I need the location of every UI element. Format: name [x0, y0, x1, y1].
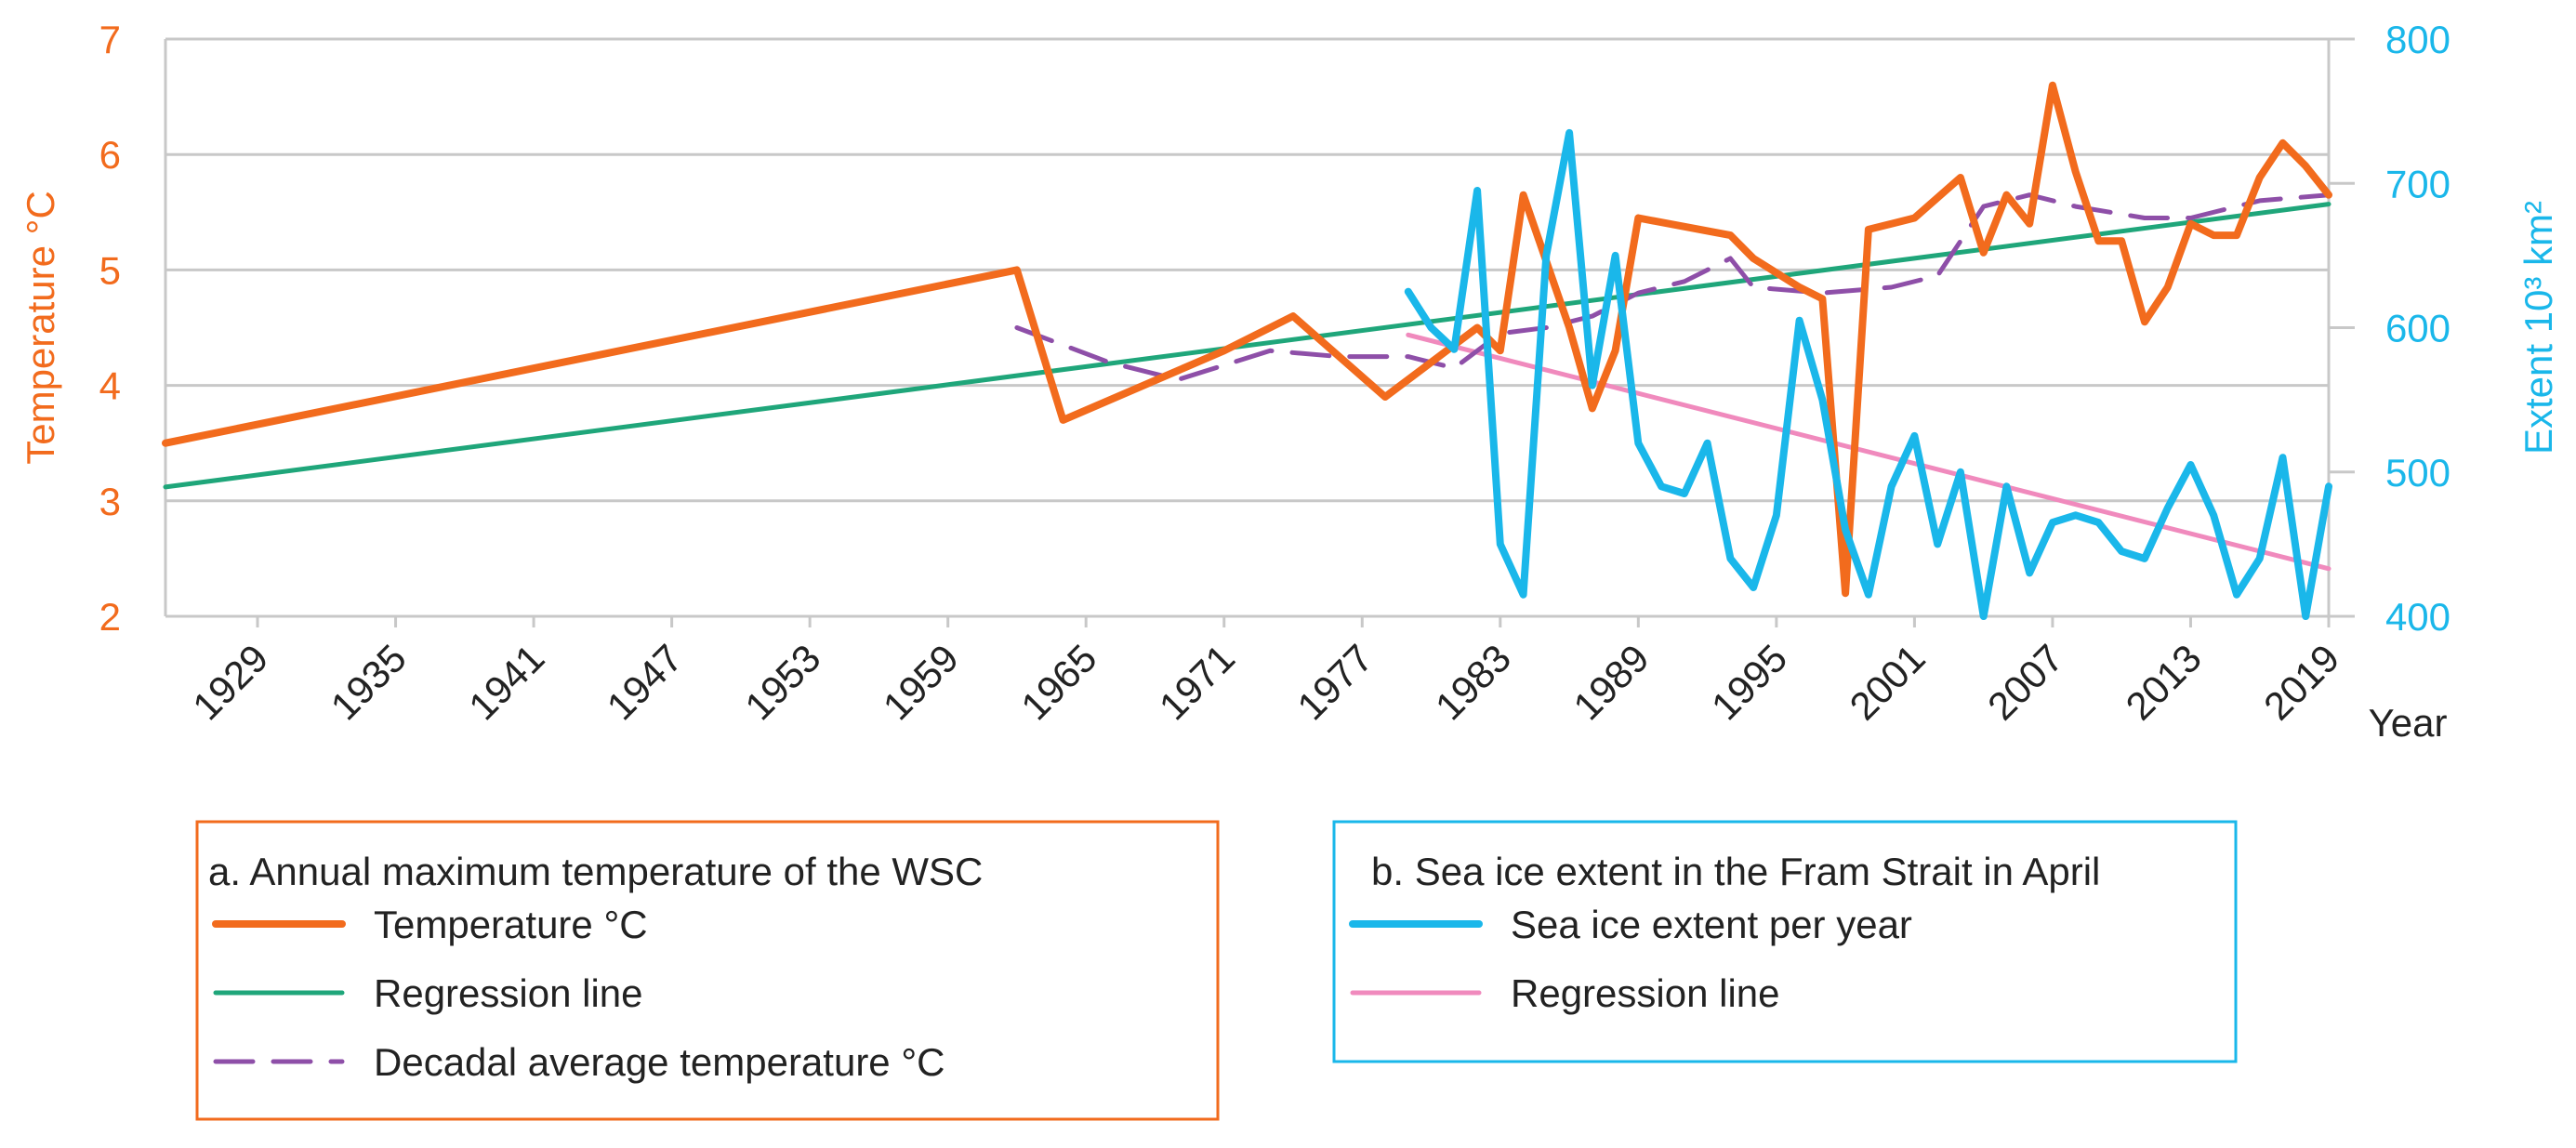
grid [165, 37, 2355, 618]
legend-label: Decadal average temperature °C [374, 1040, 945, 1084]
x-tick-label: 1977 [1288, 636, 1380, 728]
x-tick-label: 1941 [460, 636, 552, 728]
legend-label: Regression line [1511, 971, 1780, 1015]
axes: 2 3 4 5 6 7 400 500 600 700 800 Temperature °C Exten… [19, 18, 2560, 745]
y-tick-label-left: 4 [99, 364, 121, 408]
legend-title: b. Sea ice extent in the Fram Strait in … [1371, 850, 2100, 893]
legend-box [1332, 820, 2238, 1063]
x-tick-label: 1989 [1565, 636, 1657, 728]
y-tick-label-left: 5 [99, 248, 121, 292]
y-axis-right-title: Extent 10³ km² [2517, 201, 2560, 455]
legend-label: Regression line [374, 971, 643, 1015]
x-axis-title: Year [2369, 701, 2448, 745]
y-tick-label-right: 400 [2385, 595, 2451, 639]
series-line-4 [1406, 332, 2332, 572]
y-tick-label-right: 800 [2385, 18, 2451, 61]
x-tick-label: 1995 [1703, 636, 1795, 728]
y-tick-label-right: 600 [2385, 307, 2451, 350]
x-tick-label: 1983 [1427, 636, 1519, 728]
series [162, 81, 2332, 620]
x-tick-label: 1971 [1151, 636, 1243, 728]
legend-box [195, 820, 1220, 1121]
y-tick-label-left: 7 [99, 18, 121, 61]
x-tick-label: 1935 [323, 636, 415, 728]
y-tick-label-right: 500 [2385, 451, 2451, 495]
x-tick-label: 2013 [2118, 636, 2210, 728]
x-tick-label: 2019 [2255, 636, 2347, 728]
legend-b: b. Sea ice extent in the Fram Strait in … [1332, 820, 2238, 1063]
y-axis-left-title: Temperature °C [19, 191, 62, 465]
y-tick-label-left: 3 [99, 480, 121, 523]
legends: a. Annual maximum temperature of the WSC… [195, 820, 2238, 1121]
legend-label: Sea ice extent per year [1511, 903, 1912, 946]
x-tick-label: 2007 [1979, 636, 2071, 728]
legend-title: a. Annual maximum temperature of the WSC [208, 850, 983, 893]
x-tick-label: 1953 [736, 636, 828, 728]
x-tick-label: 1959 [875, 636, 967, 728]
x-tick-label: 1965 [1012, 636, 1104, 728]
x-tick-label: 2001 [1841, 636, 1933, 728]
y-tick-label-left: 6 [99, 133, 121, 177]
x-tick-label: 1947 [599, 636, 691, 728]
series-line-0 [162, 81, 2332, 598]
y-tick-label-left: 2 [99, 595, 121, 639]
series-line-1 [163, 202, 2332, 490]
legend-a: a. Annual maximum temperature of the WSC… [195, 820, 1220, 1121]
x-tick-label: 1929 [184, 636, 276, 728]
legend-label: Temperature °C [374, 903, 648, 946]
y-tick-label-right: 700 [2385, 162, 2451, 205]
series-line-3 [1404, 128, 2332, 620]
